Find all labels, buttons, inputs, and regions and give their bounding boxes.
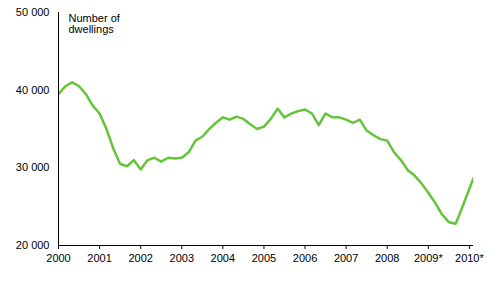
svg-text:2007: 2007 (334, 252, 358, 264)
svg-text:2010*: 2010* (455, 252, 484, 264)
svg-text:40 000: 40 000 (16, 84, 50, 96)
svg-text:2003: 2003 (170, 252, 194, 264)
svg-text:2009*: 2009* (414, 252, 443, 264)
svg-text:2001: 2001 (87, 252, 111, 264)
svg-text:2005: 2005 (252, 252, 276, 264)
svg-text:2000: 2000 (46, 252, 70, 264)
svg-text:30 000: 30 000 (16, 161, 50, 173)
svg-text:20 000: 20 000 (16, 239, 50, 251)
svg-text:2004: 2004 (211, 252, 235, 264)
svg-text:2006: 2006 (293, 252, 317, 264)
svg-text:50 000: 50 000 (16, 6, 50, 18)
svg-text:Number ofdwellings: Number ofdwellings (69, 12, 121, 35)
svg-text:2002: 2002 (128, 252, 152, 264)
svg-text:2008: 2008 (375, 252, 399, 264)
